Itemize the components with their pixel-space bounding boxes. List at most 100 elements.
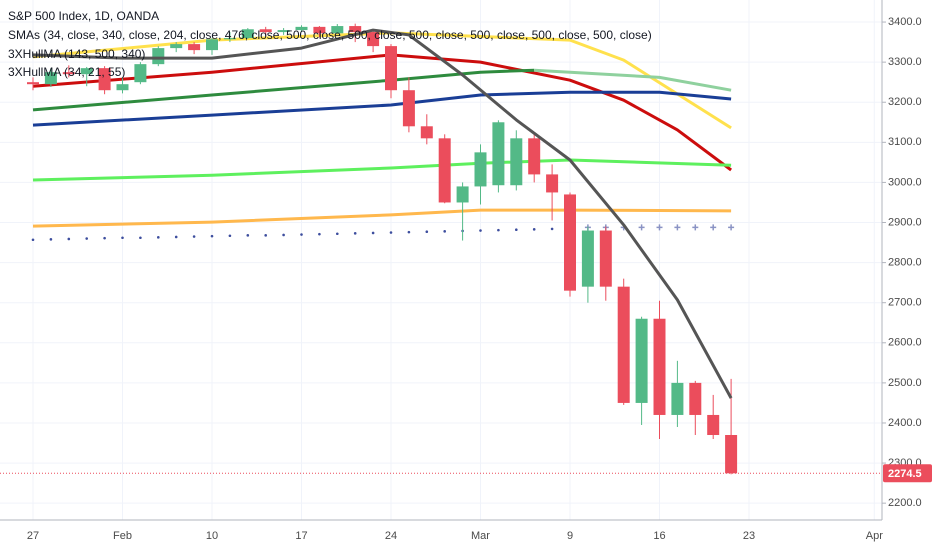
dot-marker <box>157 236 160 239</box>
x-tick-label: 16 <box>653 530 665 542</box>
y-tick-label: 2600.0 <box>888 337 922 349</box>
dot-marker <box>174 235 178 239</box>
dot-marker <box>300 233 303 236</box>
candle-body <box>581 230 594 287</box>
dot-marker <box>425 230 429 234</box>
candle-body <box>116 84 129 91</box>
dot-marker <box>246 234 250 237</box>
plus-marker <box>710 224 717 231</box>
candle-body <box>546 174 559 193</box>
indicator-line <box>32 28 733 399</box>
candle-body <box>62 72 75 75</box>
y-tick-label: 3300.0 <box>888 56 922 68</box>
x-tick-label: 23 <box>743 530 755 542</box>
candle-body <box>689 382 702 415</box>
dot-marker <box>318 232 321 236</box>
x-tick-label: 27 <box>27 530 39 542</box>
y-tick-label: 3400.0 <box>888 16 922 28</box>
candle-body <box>653 318 666 415</box>
dot-marker <box>31 238 35 242</box>
y-tick-label: 2200.0 <box>888 497 922 509</box>
dot-marker <box>371 231 375 235</box>
candle-body <box>223 38 236 40</box>
dot-marker <box>139 236 142 240</box>
dot-marker <box>479 229 482 232</box>
plus-marker <box>656 224 663 231</box>
candle-body <box>313 26 326 34</box>
indicator-line <box>534 68 732 92</box>
dot-marker <box>67 237 71 241</box>
x-tick-label: Feb <box>113 530 132 542</box>
dot-marker <box>389 231 393 234</box>
candle-body <box>331 26 344 34</box>
plus-marker <box>728 224 735 231</box>
dot-marker <box>515 228 518 232</box>
plus-marker <box>638 224 645 231</box>
candle-body <box>474 152 487 187</box>
candle-body <box>402 90 415 127</box>
candle-body <box>510 138 523 186</box>
x-tick-label: 9 <box>567 530 573 542</box>
candle-body <box>671 382 684 415</box>
dot-marker <box>497 228 500 232</box>
dot-marker <box>353 232 357 235</box>
y-tick-label: 2500.0 <box>888 377 922 389</box>
last-price-label: 2274.5 <box>888 468 922 480</box>
dot-marker <box>550 227 554 231</box>
candle-body <box>134 64 147 83</box>
candle-body <box>599 230 612 287</box>
y-tick-label: 2800.0 <box>888 257 922 269</box>
dot-marker <box>192 235 196 238</box>
dot-marker <box>121 236 124 240</box>
x-tick-label: Mar <box>471 530 490 542</box>
candle-body <box>152 48 165 65</box>
dot-marker <box>228 234 232 238</box>
candle-body <box>80 68 93 75</box>
candle-body <box>528 138 541 175</box>
x-tick-label: Apr <box>866 530 883 542</box>
candle-body <box>188 44 201 51</box>
axes: 2200.02300.02400.02500.02600.02700.02800… <box>27 16 932 542</box>
candle-body <box>98 68 111 91</box>
legend-entry: 3XHullMA (143, 500, 340) <box>8 47 145 61</box>
candle-body <box>27 82 39 85</box>
candle-body <box>564 194 576 291</box>
dot-marker <box>210 234 214 238</box>
legend-entry: SMAs (34, close, 340, close, 204, close,… <box>8 28 652 42</box>
y-tick-label: 3100.0 <box>888 136 922 148</box>
plus-marker <box>674 224 681 231</box>
candle-body <box>44 72 57 85</box>
legend-entry: 3XHullMA (34, 21, 55) <box>8 65 125 79</box>
candle-body <box>349 26 362 33</box>
chart-title: S&P 500 Index, 1D, OANDA <box>8 9 159 23</box>
candle-body <box>707 414 720 436</box>
x-tick-label: 24 <box>385 530 397 542</box>
x-tick-label: 17 <box>295 530 307 542</box>
candle-body <box>170 44 183 49</box>
candle-body <box>617 286 630 403</box>
y-tick-label: 3000.0 <box>888 176 922 188</box>
candle-body <box>385 46 397 91</box>
candle-body <box>635 318 648 403</box>
x-tick-label: 10 <box>206 530 218 542</box>
grid <box>0 0 882 520</box>
candle-body <box>420 126 433 139</box>
candle-body <box>277 30 290 33</box>
indicator-line <box>32 90 732 127</box>
y-tick-label: 2900.0 <box>888 216 922 228</box>
indicator-line <box>32 158 732 182</box>
candle-body <box>259 29 272 33</box>
candle-body <box>438 138 451 203</box>
dot-marker <box>407 230 411 234</box>
plot <box>0 23 882 475</box>
dot-marker <box>49 238 53 241</box>
dot-marker <box>103 236 106 240</box>
candle-body <box>456 186 469 203</box>
y-tick-label: 3200.0 <box>888 96 922 108</box>
plus-marker <box>692 224 699 231</box>
dot-marker <box>264 234 268 237</box>
dot-marker <box>336 232 339 236</box>
candle-body <box>295 26 308 31</box>
